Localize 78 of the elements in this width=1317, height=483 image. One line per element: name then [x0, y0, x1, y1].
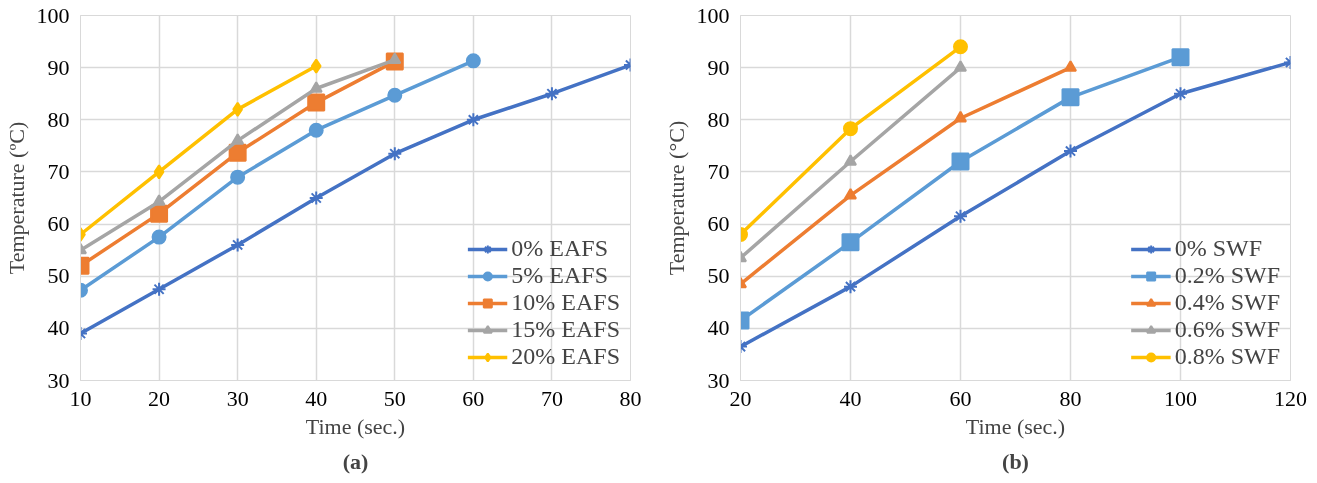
point	[953, 39, 968, 55]
point	[843, 279, 858, 295]
legend-label: 0% EAFS	[511, 235, 608, 262]
x-tick-label: 20	[148, 385, 171, 411]
x-tick-label: 60	[949, 385, 972, 411]
point	[230, 237, 246, 253]
point	[309, 81, 323, 93]
y-tick-label: 30	[707, 367, 730, 393]
point	[951, 152, 970, 171]
x-tick-label: 70	[540, 385, 563, 411]
point	[1064, 60, 1077, 72]
point	[153, 164, 165, 180]
x-tick-label: 60	[462, 385, 485, 411]
x-axis-title: Time (sec.)	[965, 413, 1066, 439]
y-tick-label: 70	[47, 158, 70, 184]
legend-label: 15% EAFS	[511, 316, 620, 343]
point	[953, 208, 968, 224]
y-tick-label: 40	[47, 315, 70, 341]
point	[844, 188, 857, 200]
point	[310, 58, 322, 74]
point	[152, 194, 166, 206]
legend-label: 0.8% SWF	[1174, 343, 1280, 370]
point	[228, 143, 247, 162]
point	[465, 112, 481, 128]
point	[1063, 143, 1078, 159]
point	[150, 204, 169, 223]
point	[151, 281, 167, 297]
point	[308, 122, 324, 138]
y-tick-label: 60	[47, 211, 70, 237]
legend-label: 0.4% SWF	[1174, 289, 1280, 316]
x-tick-label: 40	[839, 385, 862, 411]
point	[231, 133, 245, 145]
legend-label: 5% EAFS	[511, 262, 608, 289]
y-tick-label: 100	[36, 2, 70, 28]
point	[841, 233, 860, 252]
point	[844, 154, 857, 166]
y-tick-label: 100	[696, 2, 730, 28]
x-tick-label: 30	[226, 385, 249, 411]
x-tick-label: 100	[1164, 385, 1197, 411]
x-tick-label: 20	[729, 385, 752, 411]
point	[544, 86, 560, 102]
legend-label: 0.6% SWF	[1174, 316, 1280, 343]
y-axis-title: Temperature (ºC)	[3, 121, 29, 275]
legend-label: 0% SWF	[1174, 235, 1262, 262]
text: (b)	[1002, 448, 1029, 474]
point	[1061, 88, 1080, 107]
y-tick-label: 80	[47, 106, 70, 132]
point	[954, 60, 967, 72]
y-tick-label: 60	[707, 211, 730, 237]
point	[465, 53, 481, 69]
y-tick-label: 50	[707, 263, 730, 289]
y-tick-label: 90	[707, 54, 730, 80]
y-tick-label: 90	[47, 54, 70, 80]
x-tick-label: 10	[69, 385, 92, 411]
y-tick-label: 30	[47, 367, 70, 393]
point	[230, 169, 246, 185]
point	[307, 93, 326, 112]
y-tick-label: 40	[707, 315, 730, 341]
x-tick-label: 120	[1274, 385, 1307, 411]
point	[387, 146, 403, 162]
point	[387, 87, 403, 103]
point	[843, 121, 858, 137]
text: (a)	[342, 448, 369, 474]
x-axis-title: Time (sec.)	[305, 413, 406, 439]
x-tick-label: 40	[305, 385, 328, 411]
point	[308, 190, 324, 206]
x-tick-label: 50	[383, 385, 406, 411]
y-tick-label: 70	[707, 158, 730, 184]
point	[954, 110, 967, 123]
x-tick-label: 80	[1059, 385, 1082, 411]
legend-label: 10% EAFS	[511, 289, 620, 316]
legend-label: 20% EAFS	[511, 343, 620, 370]
x-tick-label: 80	[619, 385, 642, 411]
legend-label: 0.2% SWF	[1174, 262, 1280, 289]
point	[151, 229, 167, 245]
y-tick-label: 50	[47, 263, 70, 289]
y-axis-title: Temperature (°C)	[663, 120, 689, 276]
y-tick-label: 80	[707, 106, 730, 132]
